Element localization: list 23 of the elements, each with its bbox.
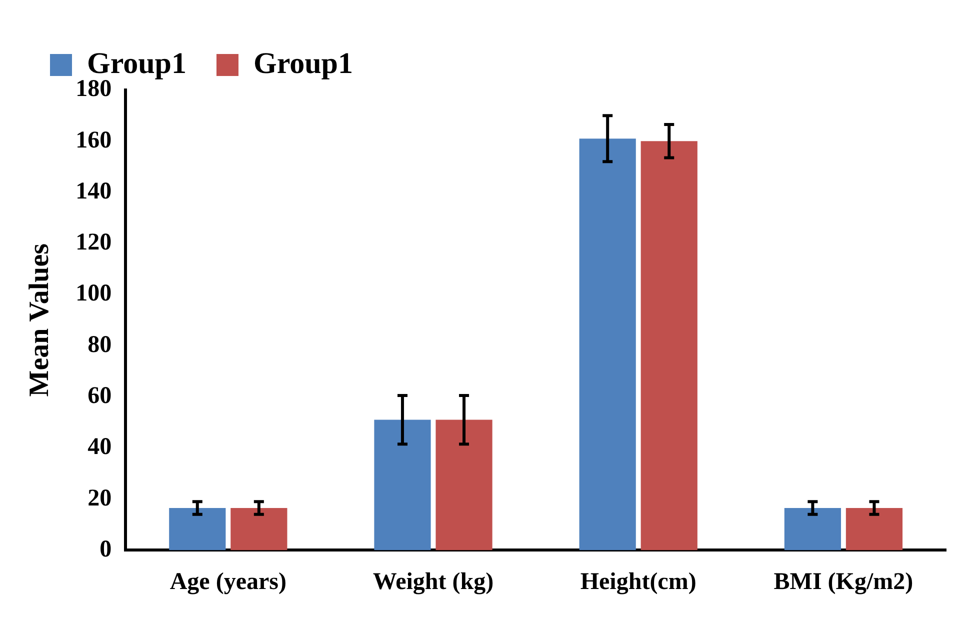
y-tick-label: 140 [76,178,112,204]
bar [784,508,841,550]
y-tick-label: 100 [76,280,112,307]
x-tick-label: BMI (Kg/m2) [774,568,914,595]
y-tick-label: 0 [100,536,112,562]
bar [579,138,636,550]
bar [640,141,698,550]
x-tick-label: Height(cm) [580,568,696,595]
bar [230,508,288,550]
y-tick-label: 20 [88,485,112,512]
y-tick-label: 60 [88,383,112,410]
y-tick-label: 80 [88,332,112,358]
y-tick-label: 120 [76,230,112,256]
bar [436,420,492,550]
bar [846,508,903,550]
y-tick-label: 160 [76,127,112,154]
bar [169,508,226,550]
legend-label: Group1 [253,46,353,80]
bar [374,420,431,550]
x-tick-label: Age (years) [170,568,286,595]
y-axis-title: Mean Values [24,243,56,397]
x-tick-label: Weight (kg) [372,568,494,595]
y-tick-label: 40 [88,434,112,460]
